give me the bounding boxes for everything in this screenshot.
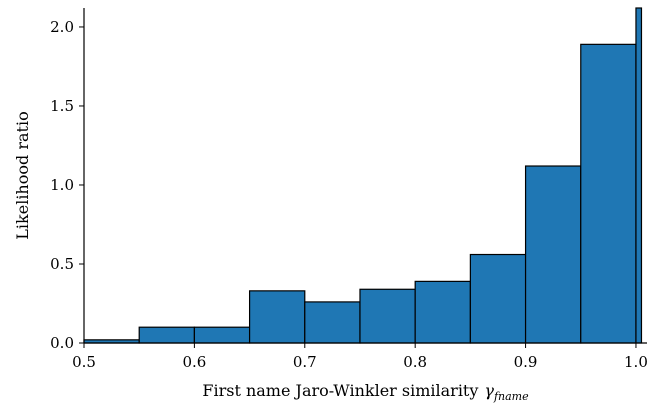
x-tick-label: 0.5 — [72, 353, 96, 371]
x-tick-label: 0.6 — [182, 353, 206, 371]
histogram-bar-11 — [635, 7, 643, 344]
y-axis-ticks: 0.0 0.5 1.0 1.5 2.0 — [50, 18, 84, 352]
x-tick-label: 0.8 — [403, 353, 427, 371]
y-tick-label: 1.5 — [50, 97, 74, 115]
y-axis-label: Likelihood ratio — [13, 111, 32, 239]
x-axis-ticks: 0.5 0.6 0.7 0.8 0.9 1.0 — [72, 343, 648, 371]
histogram-bar-6 — [359, 288, 416, 344]
histogram-bar-4 — [248, 290, 306, 344]
histogram-bar-3 — [193, 326, 251, 344]
histogram-bar-2 — [138, 326, 195, 344]
x-axis-label-symbol: γ — [484, 381, 494, 400]
x-axis-label-text: First name Jaro-Winkler similarity — [202, 381, 478, 400]
histogram-bar-8 — [469, 253, 527, 344]
bars-group — [83, 7, 643, 344]
y-tick-label: 0.5 — [50, 255, 74, 273]
x-axis-label-subscript: fname — [493, 390, 529, 403]
y-tick-label: 1.0 — [50, 176, 74, 194]
histogram-bar-5 — [304, 301, 361, 344]
x-tick-label: 0.9 — [514, 353, 538, 371]
x-axis-label: First name Jaro-Winkler similarity γfname — [202, 381, 529, 403]
histogram-bar-9 — [524, 165, 582, 344]
histogram-bar-10 — [580, 43, 637, 344]
histogram-bar-7 — [414, 280, 471, 344]
y-tick-label: 2.0 — [50, 18, 74, 36]
x-tick-label: 0.7 — [293, 353, 317, 371]
y-tick-label: 0.0 — [50, 334, 74, 352]
x-tick-label: 1.0 — [624, 353, 648, 371]
